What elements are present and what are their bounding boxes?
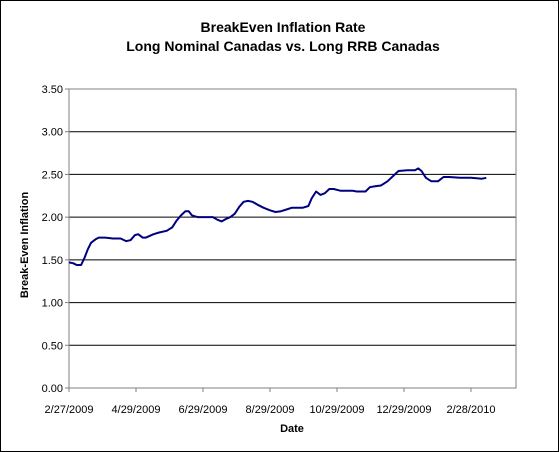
x-tick-label: 4/29/2009 bbox=[112, 404, 161, 416]
y-tick-label: 2.00 bbox=[42, 212, 63, 224]
y-axis-title: Break-Even Inflation bbox=[19, 192, 31, 299]
x-tick-label: 2/28/2010 bbox=[447, 404, 496, 416]
y-tick-label: 3.00 bbox=[42, 127, 63, 139]
y-tick-label: 1.00 bbox=[42, 298, 63, 310]
y-axis-ticks: 0.00 0.50 1.00 1.50 2.00 2.50 3.00 3.50 bbox=[42, 84, 69, 395]
x-axis-ticks: 2/27/2009 4/29/2009 6/29/2009 8/29/2009 10/2… bbox=[45, 388, 496, 416]
chart-title-line-2: Long Nominal Canadas vs. Long RRB Canada… bbox=[126, 38, 440, 54]
y-tick-label: 2.50 bbox=[42, 169, 63, 181]
chart-title-line-1: BreakEven Inflation Rate bbox=[201, 19, 366, 35]
x-tick-label: 12/29/2009 bbox=[376, 404, 431, 416]
x-axis-title: Date bbox=[280, 423, 304, 435]
x-tick-label: 8/29/2009 bbox=[246, 404, 295, 416]
plot-area bbox=[68, 88, 517, 389]
y-tick-label: 0.50 bbox=[42, 340, 63, 352]
x-tick-label: 6/29/2009 bbox=[179, 404, 228, 416]
breakeven-inflation-line bbox=[68, 167, 487, 266]
gridlines bbox=[69, 88, 516, 346]
y-tick-label: 3.50 bbox=[42, 84, 63, 96]
y-tick-label: 1.50 bbox=[42, 255, 63, 267]
x-tick-label: 10/29/2009 bbox=[309, 404, 364, 416]
x-tick-label: 2/27/2009 bbox=[45, 404, 94, 416]
y-tick-label: 0.00 bbox=[42, 383, 63, 395]
